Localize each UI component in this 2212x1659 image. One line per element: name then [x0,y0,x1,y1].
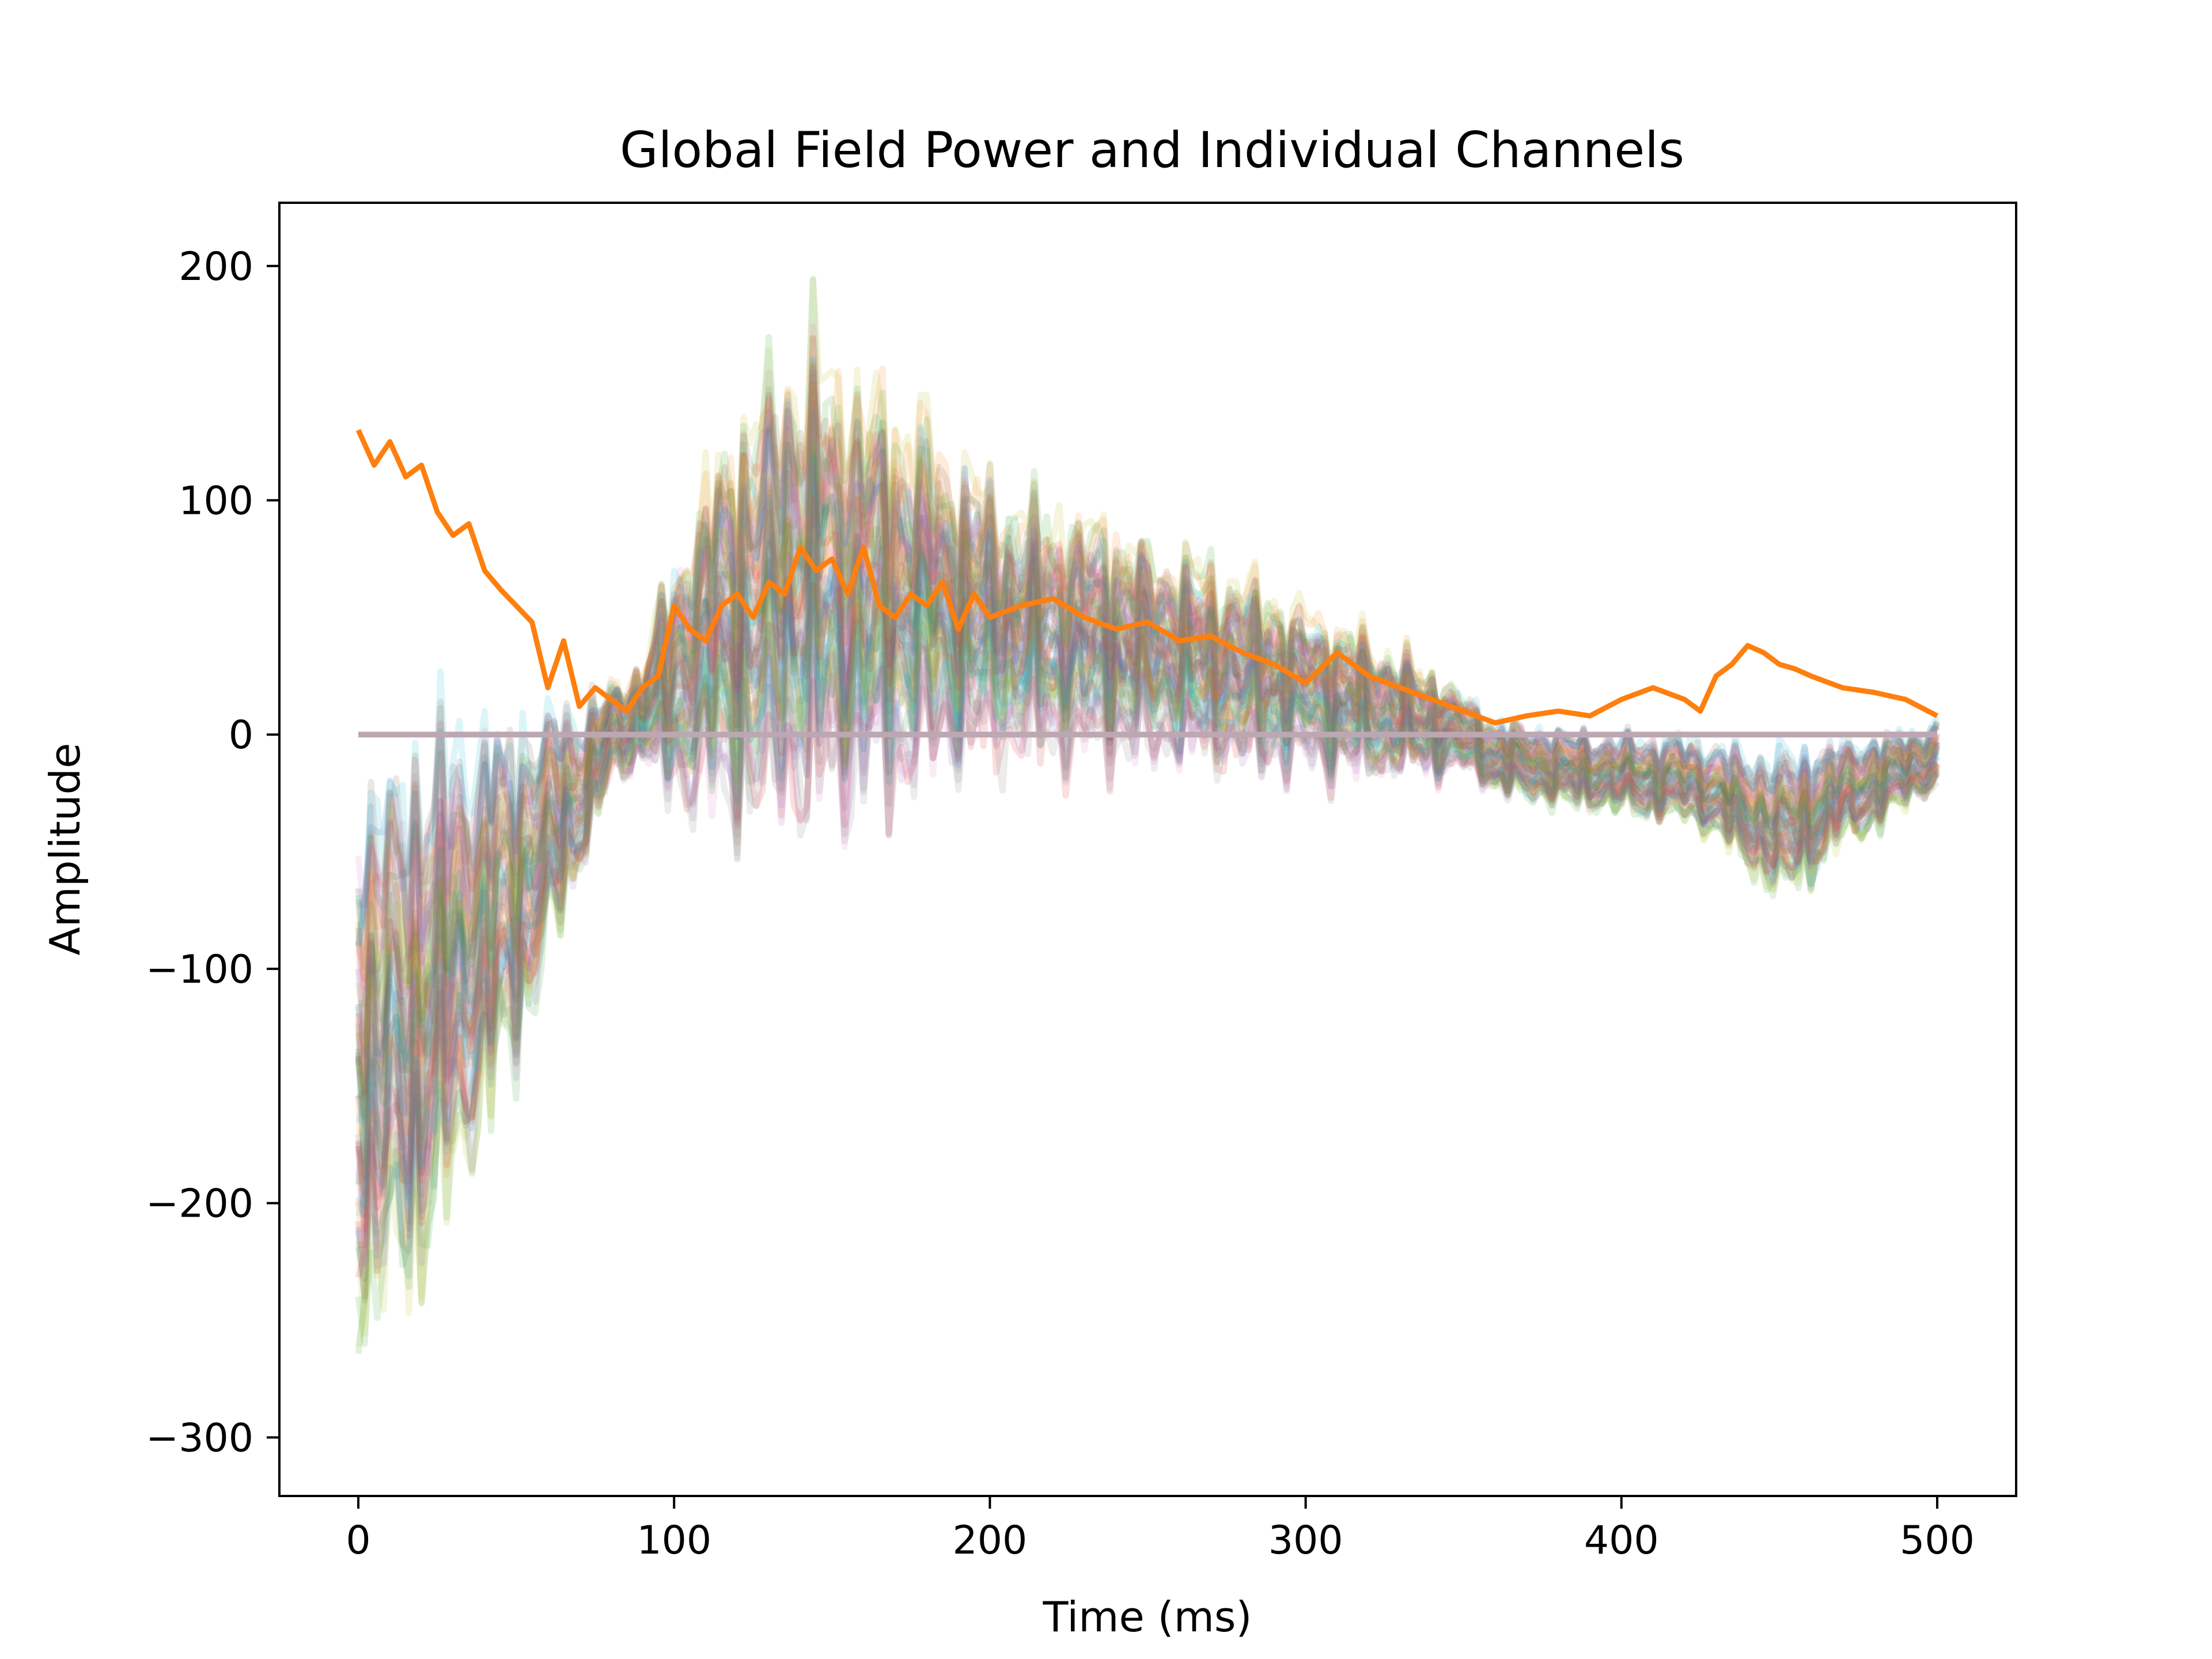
y-tick-label: −200 [146,1181,253,1227]
channel-line [355,618,1938,1180]
x-tick-label: 500 [1900,1518,1975,1563]
channel-line [355,539,1940,1347]
y-axis: 200 100 0 −100 −200 −300 [146,244,279,1461]
channel-line [358,515,1939,1249]
channel-line [355,556,1939,1109]
y-axis-label: Amplitude [41,743,89,956]
channel-line [355,358,1940,984]
channel-line [355,662,1940,1219]
channel-line [355,595,1939,1218]
channel-line [355,577,1940,1279]
channel-line [355,470,1941,1097]
y-tick-label: −100 [146,947,253,993]
channel-line [355,335,1941,983]
channel-line [355,573,1940,1347]
channel-line [355,512,1940,1215]
channel-line [355,384,1940,1048]
channel-line [355,539,1940,1300]
x-tick-label: 200 [953,1518,1028,1563]
channel-line [355,636,1939,1237]
channel-line [355,442,1940,1166]
channel-line [355,552,1941,1301]
x-tick-label: 0 [346,1518,370,1563]
x-tick-label: 300 [1268,1518,1343,1563]
channel-line [355,649,1939,1198]
x-axis: 0 100 200 300 400 500 [346,1496,1975,1563]
channel-line [355,653,1940,1196]
channel-line [355,498,1941,1304]
channel-line [358,365,1938,935]
channel-line [356,635,1940,1252]
channel-line [355,373,1941,1131]
plot-area [355,275,1941,1354]
channel-line [355,463,1938,1181]
channel-line [355,603,1941,1270]
axes-frame [278,202,2017,1497]
channel-line [355,335,1940,983]
channel-line [355,480,1941,1172]
channel-line [355,369,1940,1116]
y-tick-label: −300 [146,1415,253,1461]
y-tick-label: 200 [179,244,253,290]
channel-line [355,277,1940,1052]
x-axis-label: Time (ms) [1043,1593,1252,1641]
gfp-series-line [355,429,1939,726]
channel-line [355,566,1940,1185]
y-tick-label: 0 [229,713,253,758]
x-tick-label: 400 [1584,1518,1659,1563]
channel-line [355,536,1940,1219]
channel-line [355,395,1940,1069]
channel-line [355,577,1939,1354]
channel-line [355,363,1939,1041]
plot-lines [355,275,1941,1354]
y-tick-label: 100 [179,479,253,524]
chart-title: Global Field Power and Individual Channe… [620,122,1684,179]
channel-line [355,450,1938,1120]
channel-line [357,275,1940,1028]
channel-line [355,474,1940,1063]
x-tick-label: 100 [637,1518,711,1563]
channel-line [355,399,1938,1233]
channel-line [355,543,1941,1283]
channel-line [355,463,1940,1040]
channel-line [355,437,1940,1066]
channel-line [355,527,1941,1337]
